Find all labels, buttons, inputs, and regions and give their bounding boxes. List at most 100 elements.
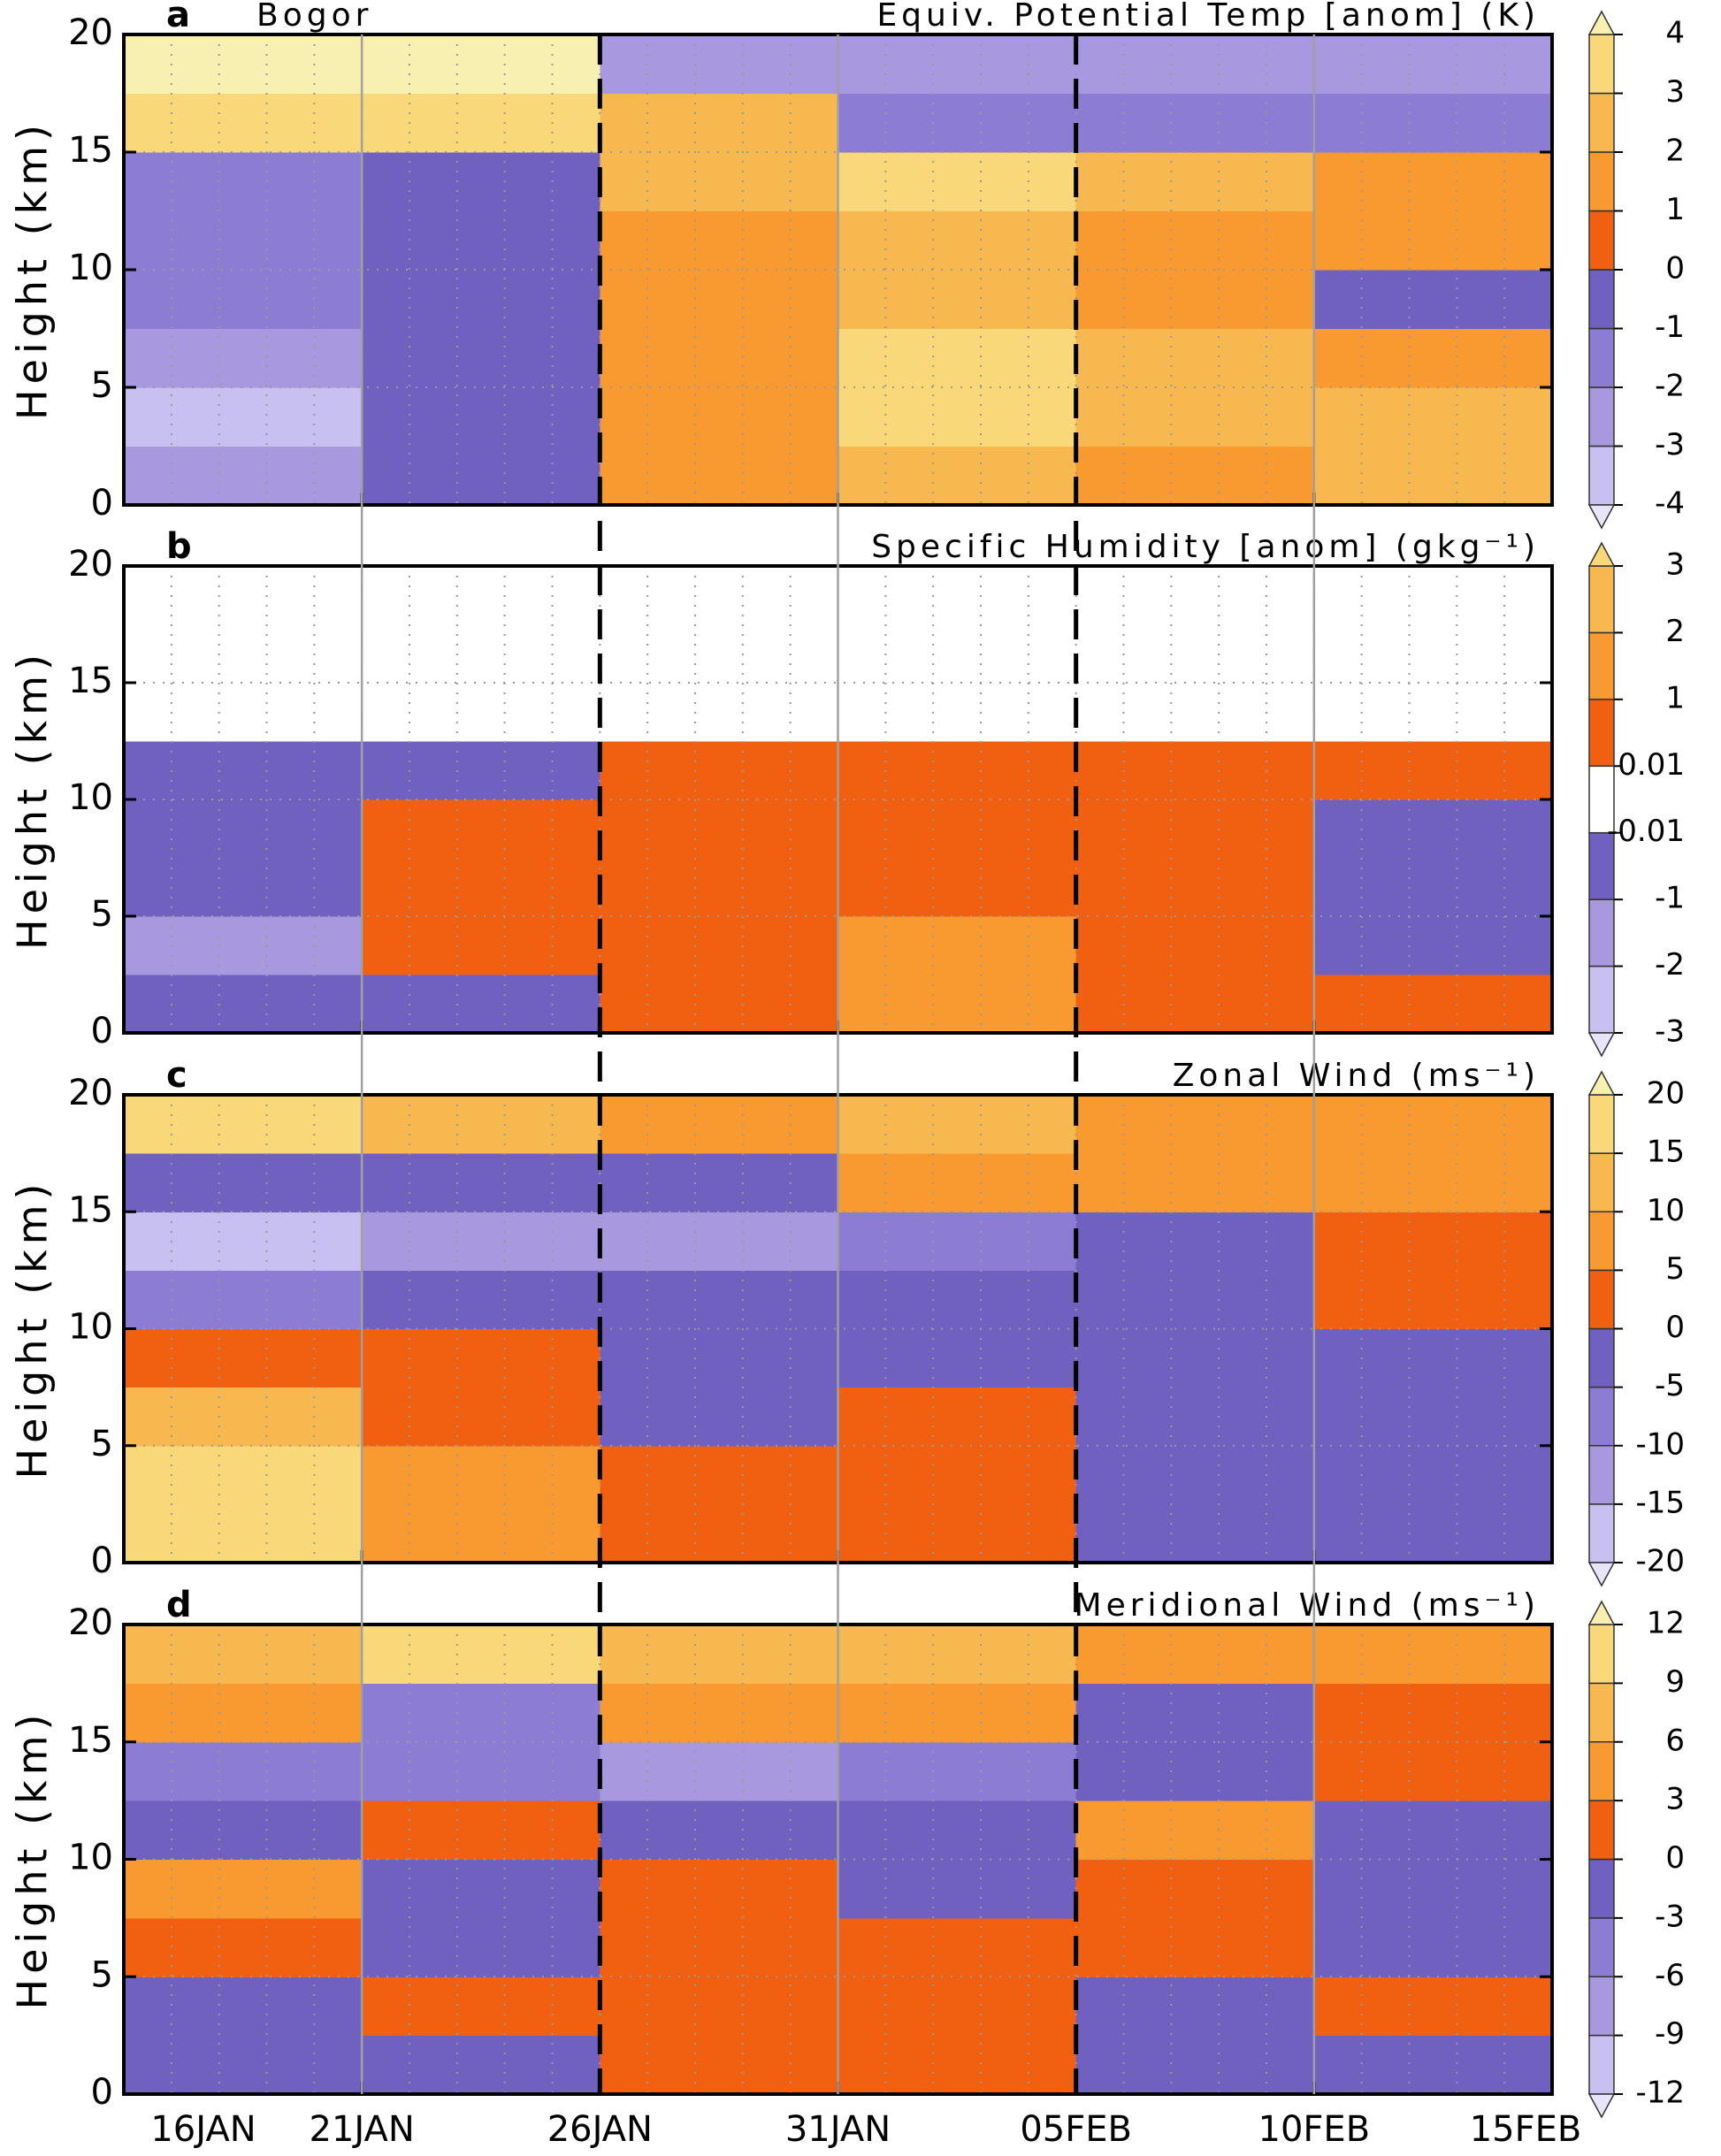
colorbar-label: -6 xyxy=(1655,1958,1685,1993)
colorbar-label: 3 xyxy=(1665,1782,1685,1817)
cell xyxy=(124,446,363,506)
cell xyxy=(362,1683,600,1743)
cell xyxy=(1313,152,1553,211)
colorbar-box xyxy=(1588,1858,1615,1919)
colorbar-box xyxy=(1588,1800,1615,1861)
cell xyxy=(838,799,1077,859)
cell xyxy=(362,2035,600,2095)
colorbar-box xyxy=(1588,327,1615,388)
cell xyxy=(1075,1859,1315,1919)
cell xyxy=(1313,1683,1553,1743)
cell xyxy=(362,1212,600,1271)
colorbar-extend xyxy=(1587,541,1616,567)
colorbar-label: -3 xyxy=(1655,1899,1685,1934)
cell xyxy=(838,858,1077,917)
cell xyxy=(600,566,838,625)
cell xyxy=(124,210,363,271)
colorbar-extend xyxy=(1587,2093,1616,2119)
cell xyxy=(1075,1917,1315,1977)
cell xyxy=(838,387,1077,447)
cell xyxy=(362,683,600,742)
cell xyxy=(362,799,600,859)
cell xyxy=(1313,2035,1553,2095)
y-tick-label: 20 xyxy=(68,1073,113,1113)
colorbar-box xyxy=(1588,565,1615,634)
cell xyxy=(600,799,838,859)
cell xyxy=(1075,446,1315,506)
cell xyxy=(124,799,363,859)
y-tick-label: 15 xyxy=(68,1189,113,1230)
colorbar-box xyxy=(1588,965,1615,1034)
cell xyxy=(362,1270,600,1329)
colorbar-box xyxy=(1588,1682,1615,1743)
cell xyxy=(1075,858,1315,917)
colorbar-extend xyxy=(1587,1600,1616,1625)
panel: 0 5 10 15 20 Height (km) c Zonal Wind (ms⁻¹) -20… xyxy=(9,1055,1685,1587)
cell xyxy=(838,1800,1077,1860)
cell xyxy=(600,916,838,975)
cell xyxy=(600,1387,838,1447)
cell xyxy=(124,34,363,94)
cell xyxy=(838,1387,1077,1447)
cell xyxy=(1075,916,1315,975)
cell xyxy=(838,1445,1077,1505)
colorbar-box xyxy=(1588,151,1615,212)
cell xyxy=(600,1800,838,1860)
colorbar-label: 10 xyxy=(1647,1193,1685,1228)
cell xyxy=(362,1153,600,1212)
cell xyxy=(1313,1212,1553,1271)
cell xyxy=(838,152,1077,211)
cell xyxy=(124,2035,363,2095)
cell xyxy=(838,624,1077,684)
cell xyxy=(1075,624,1315,684)
y-axis-label: Height (km) xyxy=(9,1709,57,2009)
cell xyxy=(124,1387,363,1447)
cell xyxy=(362,1445,600,1505)
cell xyxy=(600,975,838,1034)
cell xyxy=(362,152,600,211)
cell xyxy=(362,446,600,506)
cell xyxy=(362,1387,600,1447)
cell xyxy=(600,1859,838,1919)
colorbar-label: 6 xyxy=(1665,1723,1685,1758)
cell xyxy=(1313,916,1553,975)
cell xyxy=(1075,1800,1315,1860)
cell xyxy=(838,1153,1077,1212)
cell xyxy=(1313,1859,1553,1919)
cell xyxy=(838,34,1077,94)
y-tick-label: 20 xyxy=(68,12,113,53)
cell xyxy=(838,1212,1077,1271)
cell xyxy=(1075,741,1315,800)
cell xyxy=(362,916,600,975)
y-tick-label: 5 xyxy=(91,1424,113,1464)
colorbar-label: 2 xyxy=(1665,614,1685,649)
colorbar-label: 0 xyxy=(1665,251,1685,287)
colorbar-label: -20 xyxy=(1635,1544,1685,1579)
y-tick-label: 5 xyxy=(91,894,113,935)
colorbar-extend xyxy=(1587,1032,1616,1058)
cell xyxy=(1313,683,1553,742)
cell xyxy=(838,270,1077,329)
cell xyxy=(838,741,1077,800)
colorbar-label: 15 xyxy=(1647,1135,1685,1170)
y-tick-label: 10 xyxy=(68,248,113,288)
cell xyxy=(838,1270,1077,1329)
cell xyxy=(362,210,600,271)
cell xyxy=(838,446,1077,506)
cell xyxy=(124,683,363,742)
cell xyxy=(362,975,600,1034)
cell xyxy=(838,2035,1077,2095)
y-axis-label: Height (km) xyxy=(9,119,57,420)
cell xyxy=(838,683,1077,742)
y-tick-label: 0 xyxy=(91,483,113,524)
panel-title: Zonal Wind (ms⁻¹) xyxy=(1173,1058,1540,1094)
cell xyxy=(1075,799,1315,859)
cell xyxy=(124,1917,363,1977)
colorbar-box xyxy=(1588,1503,1615,1563)
y-tick-label: 15 xyxy=(68,130,113,171)
colorbar-box xyxy=(1588,1624,1615,1685)
panel: 0 5 10 15 20 Height (km) b Specific Humidity [a… xyxy=(9,526,1685,1058)
cell xyxy=(362,1095,600,1154)
cell xyxy=(1313,1741,1553,1801)
cell xyxy=(124,270,363,329)
